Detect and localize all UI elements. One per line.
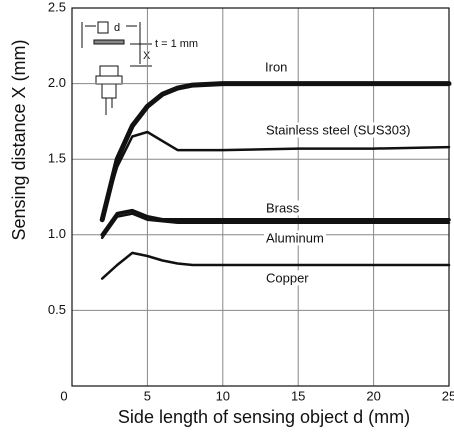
y-tick-label: 2.5 <box>48 0 66 14</box>
x-tick-label: 25 <box>442 388 454 403</box>
annotation: t = 1 mm <box>155 38 198 50</box>
plot-frame <box>71 7 450 387</box>
x-tick-label: 0 <box>60 388 67 403</box>
y-tick-label: 1.5 <box>48 151 66 166</box>
data-line <box>100 212 451 240</box>
series-label: Aluminum <box>266 230 324 245</box>
series-label: Brass <box>266 200 300 215</box>
inset-diagram <box>81 21 152 115</box>
label-background <box>264 270 312 286</box>
y-axis-title: Sensing distance X (mm) <box>9 39 29 240</box>
series-label: Stainless steel (SUS303) <box>266 122 411 137</box>
data-line <box>100 208 451 237</box>
label-background <box>264 200 302 216</box>
x-axis-title: Side length of sensing object d (mm) <box>118 407 410 427</box>
x-tick-label: 10 <box>216 388 230 403</box>
data-line <box>99 81 452 223</box>
label-background <box>263 59 290 75</box>
y-tick-label: 1.0 <box>48 226 66 241</box>
series-label: Copper <box>266 270 309 285</box>
data-line <box>100 130 451 218</box>
label-background <box>264 122 413 138</box>
series-label: Iron <box>265 59 287 74</box>
x-tick-label: 15 <box>291 388 305 403</box>
label-background <box>264 230 326 246</box>
y-tick-label: 2.0 <box>48 75 66 90</box>
x-tick-label: 20 <box>366 388 380 403</box>
y-tick-label: 0.5 <box>48 302 66 317</box>
x-tick-label: 5 <box>144 388 151 403</box>
data-line <box>100 251 451 280</box>
annotation: d <box>114 22 120 34</box>
